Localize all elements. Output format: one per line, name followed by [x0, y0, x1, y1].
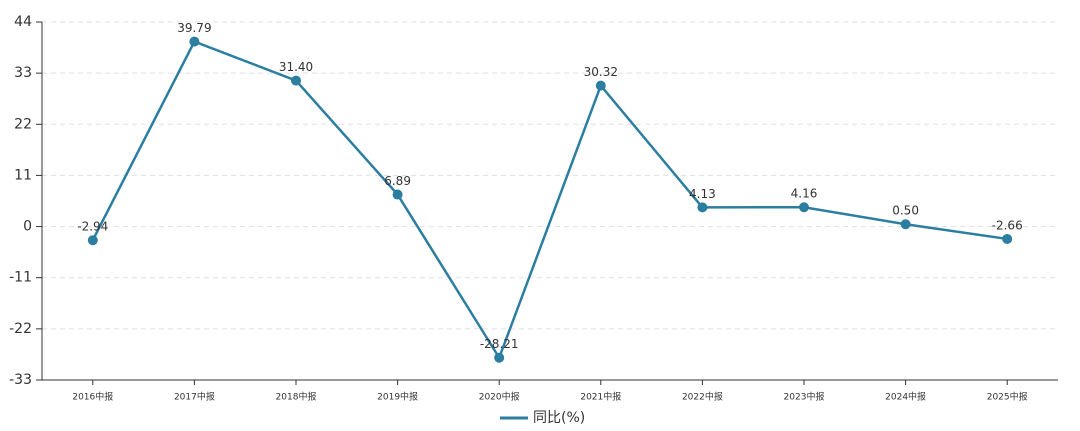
y-tick-label: 0 — [23, 219, 32, 235]
y-tick-label: 44 — [14, 14, 32, 30]
legend-label: 同比(%) — [533, 410, 585, 426]
x-tick-label: 2023中报 — [784, 391, 825, 403]
y-tick-label: -11 — [9, 270, 32, 286]
data-label: 4.13 — [689, 187, 716, 201]
data-point — [87, 235, 98, 246]
x-tick-label: 2016中报 — [72, 391, 113, 403]
x-tick-label: 2024中报 — [885, 391, 926, 403]
series-line — [91, 40, 1008, 361]
data-label: 0.50 — [892, 204, 919, 218]
data-label: 30.32 — [584, 65, 618, 79]
data-point — [799, 202, 809, 213]
x-tick-label: 2022中报 — [682, 391, 723, 403]
x-tick-label: 2025中报 — [987, 391, 1028, 403]
x-tick-label: 2017中报 — [174, 391, 215, 403]
y-tick-label: 11 — [14, 167, 32, 183]
data-label: 6.89 — [384, 174, 411, 188]
data-point — [494, 352, 505, 363]
data-label: 31.40 — [279, 60, 313, 74]
data-point — [291, 75, 301, 86]
data-point — [900, 219, 911, 230]
y-tick-label: -33 — [9, 372, 32, 388]
data-point — [1002, 233, 1013, 244]
y-tick-label: 33 — [14, 65, 32, 81]
data-point — [189, 36, 200, 47]
data-label: -28.21 — [480, 337, 519, 351]
x-tick-label: 2021中报 — [580, 391, 621, 403]
data-label: 4.16 — [791, 187, 818, 201]
x-tick-label: 2019中报 — [377, 391, 418, 403]
data-point — [697, 202, 708, 213]
data-point — [392, 189, 403, 200]
y-tick-label: -22 — [9, 321, 32, 337]
x-tick-label: 2018中报 — [276, 391, 317, 403]
data-label: 39.79 — [177, 21, 211, 35]
data-label: -2.94 — [77, 220, 108, 234]
data-point — [595, 80, 606, 91]
x-tick-label: 2020中报 — [479, 391, 520, 403]
y-tick-label: 22 — [14, 116, 32, 132]
data-label: -2.66 — [992, 218, 1023, 232]
